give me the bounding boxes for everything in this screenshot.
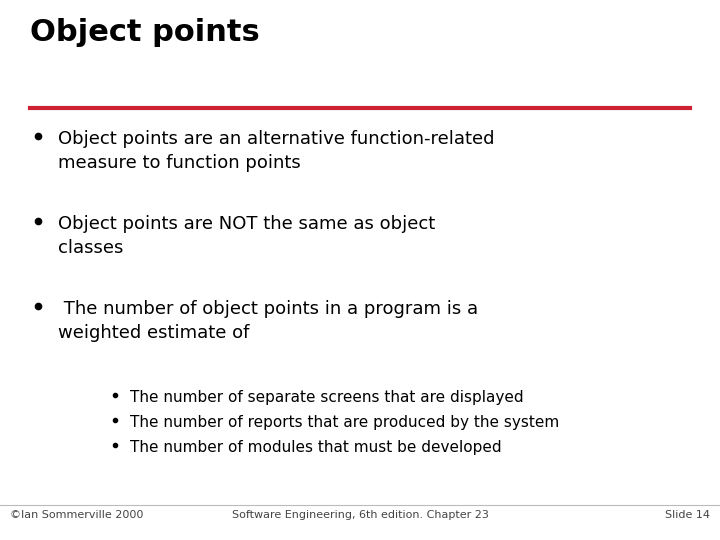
Text: The number of separate screens that are displayed: The number of separate screens that are … <box>130 390 523 405</box>
Text: ©Ian Sommerville 2000: ©Ian Sommerville 2000 <box>10 510 143 520</box>
Text: Object points are NOT the same as object
classes: Object points are NOT the same as object… <box>58 215 436 257</box>
Text: Software Engineering, 6th edition. Chapter 23: Software Engineering, 6th edition. Chapt… <box>232 510 488 520</box>
Text: Slide 14: Slide 14 <box>665 510 710 520</box>
Text: The number of modules that must be developed: The number of modules that must be devel… <box>130 440 502 455</box>
Text: Object points are an alternative function-related
measure to function points: Object points are an alternative functio… <box>58 130 495 172</box>
Text: Object points: Object points <box>30 18 260 47</box>
Text: The number of reports that are produced by the system: The number of reports that are produced … <box>130 415 559 430</box>
Text: The number of object points in a program is a
weighted estimate of: The number of object points in a program… <box>58 300 478 342</box>
